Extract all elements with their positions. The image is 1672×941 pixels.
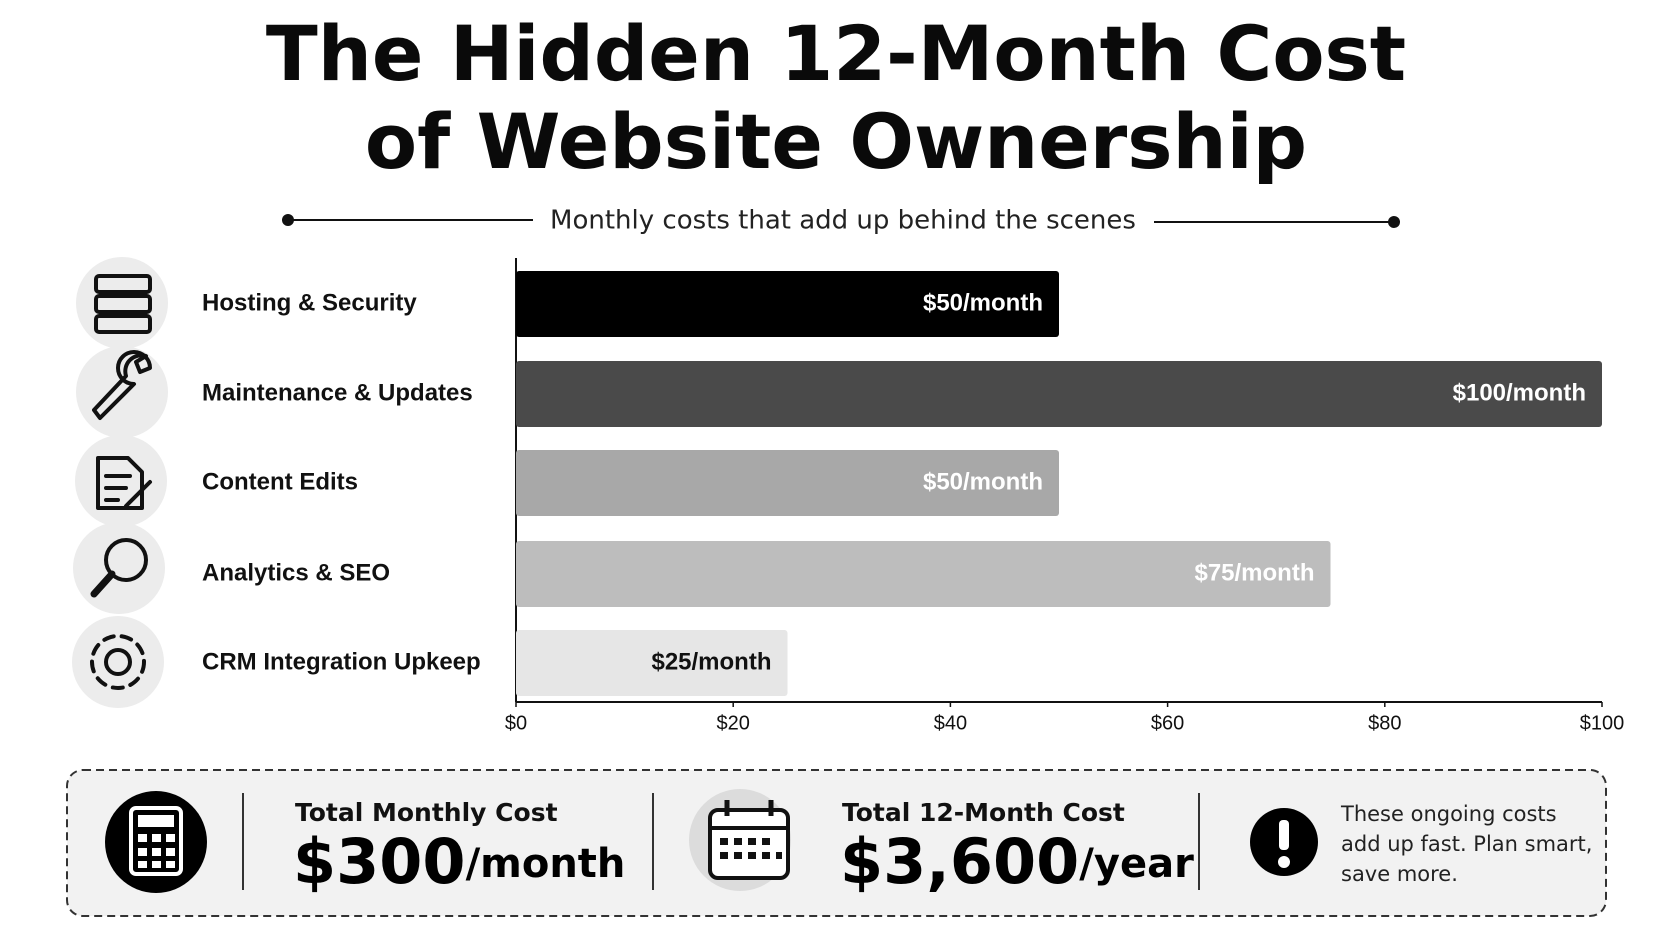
x-tick-label: $80 [1368, 712, 1401, 734]
summary-unit: /month [466, 841, 626, 887]
subtitle: Monthly costs that add up behind the sce… [550, 206, 1136, 236]
summary-label: Total 12-Month Cost [842, 798, 1125, 827]
bar [516, 630, 788, 696]
summary-unit: /year [1079, 841, 1194, 887]
bar [516, 450, 1059, 516]
x-tick-label: $60 [1151, 712, 1184, 734]
summary-amount: $300 [293, 825, 466, 898]
category-label: Hosting & Security [202, 289, 417, 316]
category-label: CRM Integration Upkeep [202, 648, 481, 675]
category-label: Analytics & SEO [202, 559, 390, 586]
x-tick-label: $0 [505, 712, 527, 734]
summary-amount: $3,600 [840, 825, 1079, 898]
value-label: $100/month [1453, 379, 1586, 406]
value-label: $50/month [923, 289, 1043, 316]
category-label: Content Edits [202, 468, 358, 495]
value-label: $25/month [651, 648, 771, 675]
category-label: Maintenance & Updates [202, 379, 473, 406]
summary-note: These ongoing costs [1340, 802, 1557, 826]
summary-value: $300/month [293, 825, 625, 898]
value-label: $50/month [923, 468, 1043, 495]
bar [516, 541, 1331, 607]
summary-icons [105, 789, 1318, 893]
summary-value: $3,600/year [840, 825, 1194, 898]
bar [516, 361, 1602, 427]
bar [516, 271, 1059, 337]
chart-title: The Hidden 12-Month Cost [266, 9, 1406, 98]
value-label: $75/month [1194, 559, 1314, 586]
chart-title: of Website Ownership [365, 97, 1307, 186]
summary-label: Total Monthly Cost [295, 798, 558, 827]
x-tick-label: $40 [934, 712, 967, 734]
summary-box [66, 769, 1607, 917]
category-icons [72, 257, 168, 708]
x-tick-label: $100 [1580, 712, 1625, 734]
x-tick-label: $20 [717, 712, 750, 734]
subtitle-rule [282, 214, 1400, 228]
summary-note: save more. [1341, 862, 1458, 886]
summary-note: add up fast. Plan smart, [1341, 832, 1592, 856]
